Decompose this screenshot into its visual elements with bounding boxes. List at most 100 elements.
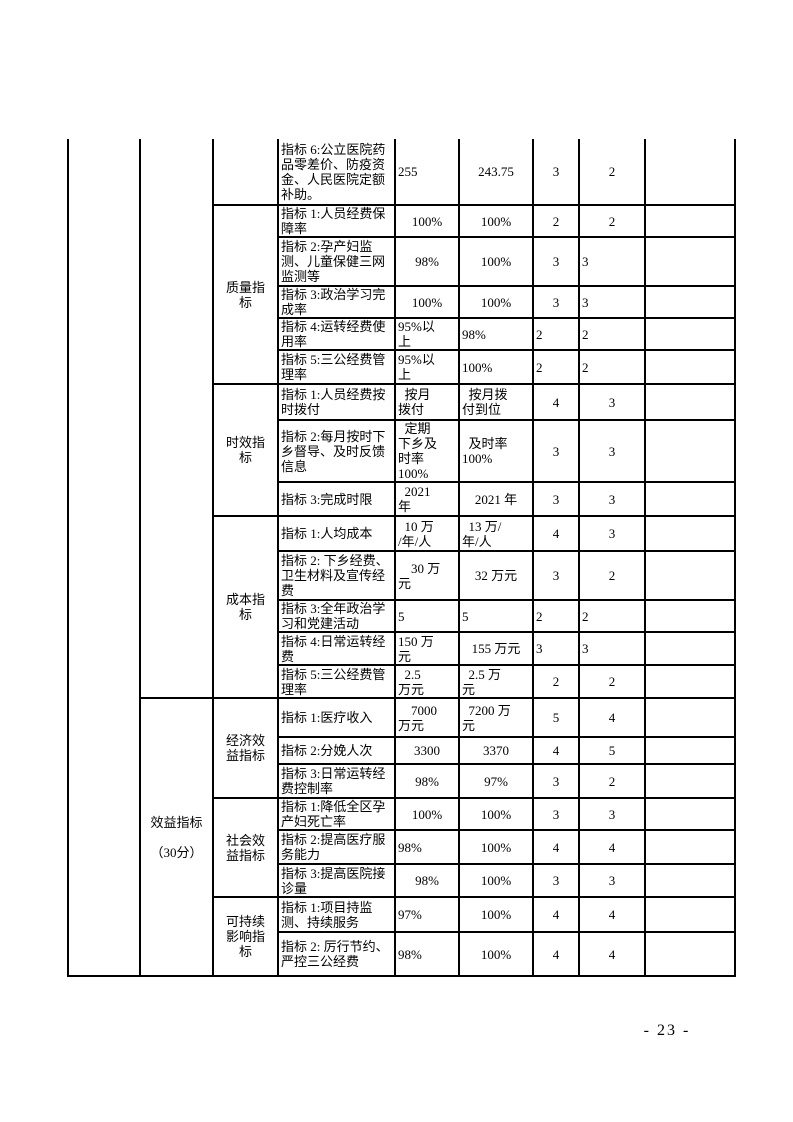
note-cell xyxy=(644,763,736,799)
actual-value-cell: 100% xyxy=(458,896,534,933)
score-value-cell: 4 xyxy=(532,736,580,765)
rating-value-cell: 2 xyxy=(578,139,646,206)
note-cell xyxy=(644,631,736,666)
actual-value-cell: 155 万元 xyxy=(458,631,534,666)
table-row: 指标 3:全年政治学习和党建活动 5 5 2 2 xyxy=(68,599,736,633)
table-row: 指标 3:日常运转经费控制率 98% 97% 3 2 xyxy=(68,763,736,799)
table-row: 指标 2:提高医疗服务能力 98% 100% 4 4 xyxy=(68,829,736,865)
target-value-cell: 100% xyxy=(394,204,460,238)
score-value-cell: 2 xyxy=(532,664,580,699)
rating-value-cell: 2 xyxy=(578,664,646,699)
actual-value-cell: 243.75 xyxy=(458,139,534,206)
indicator-name-cell: 指标 1:医疗收入 xyxy=(277,697,396,738)
rating-value-cell: 4 xyxy=(578,697,646,738)
indicator-name-cell: 指标 1:人员经费按时拨付 xyxy=(277,383,396,421)
rating-value-cell: 3 xyxy=(578,863,646,898)
target-value-cell: 100% xyxy=(394,797,460,831)
actual-value-cell: 97% xyxy=(458,763,534,799)
indicator-name-cell: 指标 1:降低全区孕产妇死亡率 xyxy=(277,797,396,831)
table-row: 指标 2: 下乡经费、卫生材料及宣传经费 30 万 元 32 万元 3 2 xyxy=(68,550,736,601)
table-row: 可持续 影响指 标指标 1:项目持监测、持续服务 97% 100% 4 4 xyxy=(68,896,736,977)
rating-value-cell: 2 xyxy=(578,763,646,799)
score-value-cell: 3 xyxy=(532,631,580,666)
table-row: 指标 3:政治学习完成率 100% 100% 3 3 xyxy=(68,285,736,319)
group-label-cell xyxy=(212,139,279,206)
indicator-name-cell: 指标 4:日常运转经费 xyxy=(277,631,396,666)
note-cell xyxy=(644,419,736,483)
indicator-name-cell: 指标 6:公立医院药品零差价、防疫资金、人民医院定额补助。 xyxy=(277,139,396,206)
score-value-cell: 2 xyxy=(532,599,580,633)
target-value-cell: 定期 下乡及 时率 100% xyxy=(394,419,460,483)
indicator-name-cell: 指标 5:三公经费管理率 xyxy=(277,664,396,699)
category-label-cell xyxy=(139,139,214,699)
group-label-cell: 可持续 影响指 标 xyxy=(212,896,279,977)
note-cell xyxy=(644,383,736,421)
indicator-name-cell: 指标 1:人均成本 xyxy=(277,515,396,552)
rating-value-cell: 2 xyxy=(578,349,646,385)
score-value-cell: 4 xyxy=(532,829,580,865)
note-cell xyxy=(644,349,736,385)
group-label-cell: 经济效 益指标 xyxy=(212,697,279,799)
left-margin-cell xyxy=(67,139,141,977)
target-value-cell: 5 xyxy=(394,599,460,633)
note-cell xyxy=(644,697,736,738)
actual-value-cell: 7200 万 元 xyxy=(458,697,534,738)
actual-value-cell: 2.5 万 元 xyxy=(458,664,534,699)
note-cell xyxy=(644,204,736,238)
rating-value-cell: 5 xyxy=(578,736,646,765)
note-cell xyxy=(644,139,736,206)
target-value-cell: 255 xyxy=(394,139,460,206)
indicator-name-cell: 指标 3:政治学习完成率 xyxy=(277,285,396,319)
table-row: 指标 5:三公经费管理率 95%以 上 100% 2 2 xyxy=(68,349,736,385)
category-label-cell: 效益指标 （30分） xyxy=(139,697,214,977)
score-value-cell: 2 xyxy=(532,349,580,385)
actual-value-cell: 13 万/ 年/人 xyxy=(458,515,534,552)
score-value-cell: 4 xyxy=(532,931,580,977)
target-value-cell: 2.5 万元 xyxy=(394,664,460,699)
indicator-name-cell: 指标 3:完成时限 xyxy=(277,481,396,517)
table-row: 指标 4:运转经费使用率 95%以 上 98% 2 2 xyxy=(68,317,736,351)
note-cell xyxy=(644,515,736,552)
table-row: 指标 2:分娩人次 3300 3370 4 5 xyxy=(68,736,736,765)
target-value-cell: 95%以 上 xyxy=(394,317,460,351)
group-label-cell: 质量指 标 xyxy=(212,204,279,385)
target-value-cell: 按月 拨付 xyxy=(394,383,460,421)
score-value-cell: 3 xyxy=(532,481,580,517)
score-value-cell: 3 xyxy=(532,863,580,898)
table-row: 时效指 标指标 1:人员经费按时拨付 按月 拨付 按月拨 付到位 4 3 xyxy=(68,383,736,517)
note-cell xyxy=(644,797,736,831)
table-row: 质量指 标指标 1:人员经费保障率 100% 100% 2 2 xyxy=(68,204,736,385)
target-value-cell: 30 万 元 xyxy=(394,550,460,601)
group-label-cell: 社会效 益指标 xyxy=(212,797,279,898)
table-row: 指标 2: 厉行节约、严控三公经费 98% 100% 4 4 xyxy=(68,931,736,977)
actual-value-cell: 100% xyxy=(458,236,534,287)
rating-value-cell: 3 xyxy=(578,285,646,319)
indicator-name-cell: 指标 3:全年政治学习和党建活动 xyxy=(277,599,396,633)
target-value-cell: 2021 年 xyxy=(394,481,460,517)
note-cell xyxy=(644,236,736,287)
target-value-cell: 97% xyxy=(394,896,460,933)
score-value-cell: 3 xyxy=(532,763,580,799)
score-value-cell: 4 xyxy=(532,383,580,421)
score-value-cell: 3 xyxy=(532,550,580,601)
score-value-cell: 4 xyxy=(532,515,580,552)
actual-value-cell: 3370 xyxy=(458,736,534,765)
target-value-cell: 150 万 元 xyxy=(394,631,460,666)
target-value-cell: 98% xyxy=(394,863,460,898)
rating-value-cell: 2 xyxy=(578,317,646,351)
indicator-name-cell: 指标 1:人员经费保障率 xyxy=(277,204,396,238)
actual-value-cell: 100% xyxy=(458,829,534,865)
rating-value-cell: 3 xyxy=(578,481,646,517)
rating-value-cell: 3 xyxy=(578,236,646,287)
note-cell xyxy=(644,481,736,517)
table-row: 指标 2:孕产妇监测、儿童保健三网监测等 98% 100% 3 3 xyxy=(68,236,736,287)
rating-value-cell: 2 xyxy=(578,550,646,601)
score-value-cell: 3 xyxy=(532,236,580,287)
score-value-cell: 5 xyxy=(532,697,580,738)
actual-value-cell: 100% xyxy=(458,285,534,319)
indicator-name-cell: 指标 3:日常运转经费控制率 xyxy=(277,763,396,799)
rating-value-cell: 2 xyxy=(578,599,646,633)
target-value-cell: 7000 万元 xyxy=(394,697,460,738)
target-value-cell: 100% xyxy=(394,285,460,319)
